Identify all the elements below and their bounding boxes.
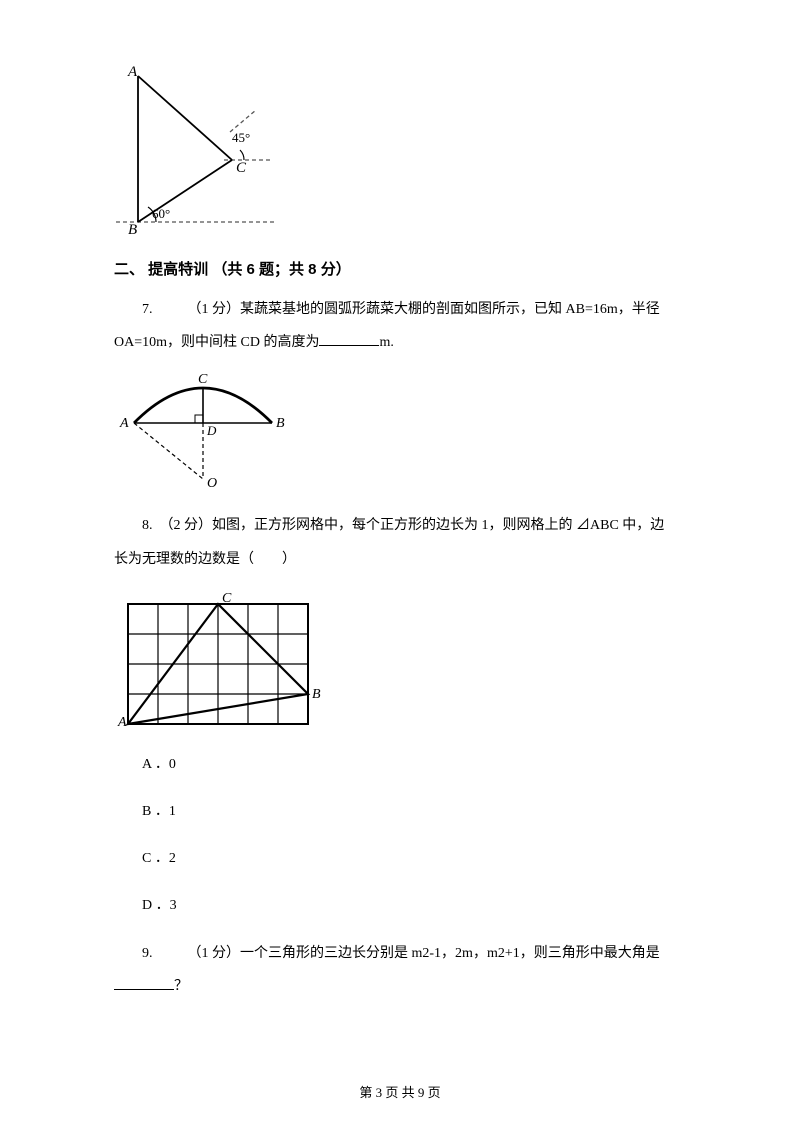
q9-text-b: ？ <box>174 979 188 994</box>
label-A: A <box>127 64 138 80</box>
label-C: C <box>236 160 247 176</box>
arc-label-O: O <box>207 476 217 491</box>
q8-option-A: A ．0 <box>114 752 686 777</box>
figure-triangle: A B C 45° 60° <box>114 60 686 238</box>
triangle-svg: A B C 45° 60° <box>114 60 284 238</box>
grid-label-C: C <box>222 591 232 606</box>
label-B: B <box>128 222 137 238</box>
arc-svg: A B C D O <box>114 365 304 495</box>
arc-label-B: B <box>276 416 285 431</box>
grid-label-B: B <box>312 687 321 702</box>
q9-blank <box>114 976 174 990</box>
q8-options: A ．0 B ．1 C ．2 D ．3 <box>114 752 686 919</box>
section-title: 二、 提高特训 （共 6 题；共 8 分） <box>114 256 686 283</box>
page-footer: 第 3 页 共 9 页 <box>0 1081 800 1104</box>
q8-line1: 8. （2 分）如图，正方形网格中，每个正方形的边长为 1，则网格上的 ⊿ABC… <box>114 513 686 538</box>
grid-svg: A B C <box>114 590 324 730</box>
q8-option-B: B ．1 <box>114 799 686 824</box>
figure-arc: A B C D O <box>114 365 686 495</box>
arc-label-C: C <box>198 372 208 387</box>
q9-line1: 9. （1 分）一个三角形的三边长分别是 m2-1，2m，m2+1，则三角形中最… <box>114 941 686 966</box>
label-45: 45° <box>232 130 250 145</box>
q7-line2: OA=10m，则中间柱 CD 的高度为 m. <box>114 330 686 355</box>
arc-label-D: D <box>206 423 217 438</box>
grid-label-A: A <box>117 715 127 730</box>
figure-grid: A B C <box>114 590 686 730</box>
q7-text-c: m. <box>379 335 393 350</box>
q7-blank <box>319 332 379 346</box>
q8-option-C: C ．2 <box>114 846 686 871</box>
q7-line1: 7. （1 分）某蔬菜基地的圆弧形蔬菜大棚的剖面如图所示，已知 AB=16m，半… <box>114 297 686 322</box>
arc-label-A: A <box>119 416 129 431</box>
q7-text-b: OA=10m，则中间柱 CD 的高度为 <box>114 335 319 350</box>
q8-option-D: D ．3 <box>114 893 686 918</box>
label-60: 60° <box>152 206 170 221</box>
q9-line2: ？ <box>114 974 686 999</box>
q8-line2: 长为无理数的边数是（ ） <box>114 547 686 572</box>
